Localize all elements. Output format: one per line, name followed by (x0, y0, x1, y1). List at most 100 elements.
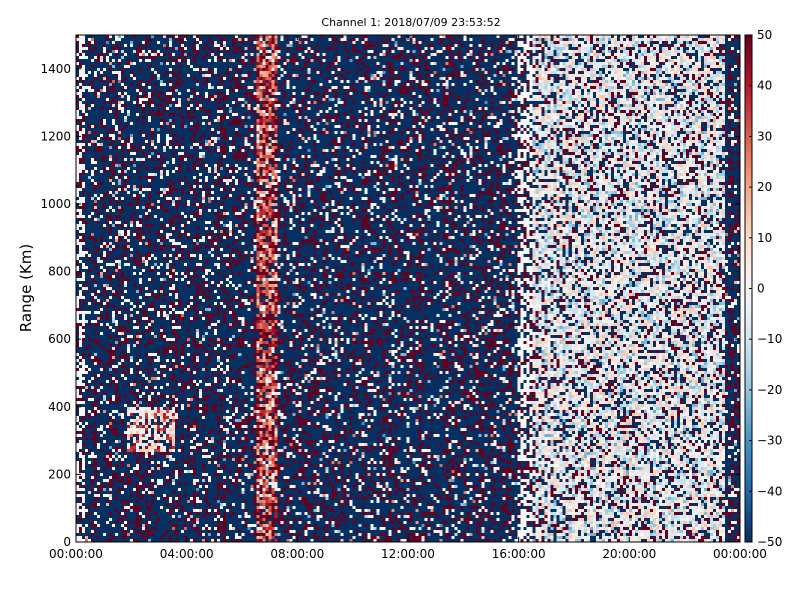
heatmap-cell (151, 221, 154, 224)
heatmap-cell (97, 248, 100, 251)
heatmap-cell (154, 455, 157, 458)
heatmap-cell (94, 128, 97, 131)
heatmap-cell (85, 512, 88, 515)
heatmap-cell (97, 92, 100, 95)
heatmap-cell (130, 215, 133, 218)
heatmap-cell (112, 494, 115, 497)
heatmap-cell (136, 38, 139, 41)
heatmap-cell (127, 113, 130, 116)
heatmap-cell (136, 290, 139, 293)
heatmap-cell (127, 230, 130, 233)
heatmap-cell (145, 500, 148, 503)
heatmap-cell (79, 377, 82, 380)
heatmap-cell (112, 437, 115, 440)
heatmap-cell (109, 338, 112, 341)
heatmap-cell (148, 512, 151, 515)
heatmap-cell (139, 386, 142, 389)
heatmap-cell (94, 344, 97, 347)
heatmap-cell (124, 488, 127, 491)
heatmap-cell (136, 206, 139, 209)
heatmap-cell (145, 410, 148, 413)
heatmap-cell (139, 170, 142, 173)
heatmap-cell (157, 443, 160, 446)
heatmap-cell (148, 200, 151, 203)
heatmap-cell (100, 158, 103, 161)
heatmap-cell (157, 263, 160, 266)
heatmap-cell (112, 56, 115, 59)
heatmap-cell (127, 35, 130, 38)
heatmap-cell (94, 209, 97, 212)
heatmap-cell (145, 149, 148, 152)
heatmap-cell (148, 86, 151, 89)
heatmap-cell (142, 521, 145, 524)
heatmap-cell (142, 185, 145, 188)
heatmap-cell (121, 224, 124, 227)
heatmap-cell (85, 38, 88, 41)
heatmap-cell (85, 461, 88, 464)
heatmap-cell (85, 344, 88, 347)
heatmap-cell (103, 212, 106, 215)
heatmap-cell (127, 482, 130, 485)
heatmap-cell (133, 116, 136, 119)
heatmap-cell (94, 104, 97, 107)
heatmap-cell (145, 374, 148, 377)
heatmap-cell (133, 323, 136, 326)
heatmap-cell (112, 95, 115, 98)
heatmap-cell (133, 236, 136, 239)
heatmap-cell (82, 461, 85, 464)
heatmap-cell (91, 254, 94, 257)
heatmap-cell (127, 65, 130, 68)
heatmap-cell (79, 434, 82, 437)
heatmap-cell (85, 215, 88, 218)
heatmap-cell (124, 422, 127, 425)
heatmap-cell (88, 437, 91, 440)
heatmap-cell (121, 404, 124, 407)
heatmap-cell (121, 131, 124, 134)
heatmap-cell (115, 245, 118, 248)
heatmap-cell (112, 230, 115, 233)
heatmap-cell (82, 506, 85, 509)
heatmap-cell (76, 80, 79, 83)
heatmap-cell (85, 206, 88, 209)
heatmap-cell (154, 242, 157, 245)
heatmap-cell (142, 371, 145, 374)
heatmap-cell (145, 41, 148, 44)
heatmap-cell (127, 431, 130, 434)
heatmap-cell (133, 455, 136, 458)
heatmap-cell (127, 419, 130, 422)
heatmap-cell (145, 281, 148, 284)
heatmap-cell (112, 386, 115, 389)
heatmap-cell (82, 347, 85, 350)
heatmap-cell (85, 455, 88, 458)
heatmap-cell (79, 407, 82, 410)
heatmap-cell (157, 521, 160, 524)
heatmap-cell (106, 458, 109, 461)
heatmap-cell (157, 176, 160, 179)
heatmap-cell (103, 200, 106, 203)
heatmap-cell (148, 521, 151, 524)
heatmap-cell (94, 449, 97, 452)
heatmap-cell (103, 263, 106, 266)
heatmap-cell (106, 152, 109, 155)
heatmap-cell (148, 383, 151, 386)
heatmap-cell (82, 224, 85, 227)
heatmap-cell (109, 275, 112, 278)
heatmap-cell (112, 50, 115, 53)
heatmap-cell (145, 302, 148, 305)
heatmap-cell (127, 452, 130, 455)
heatmap-cell (127, 131, 130, 134)
heatmap-cell (139, 356, 142, 359)
heatmap-cell (136, 215, 139, 218)
heatmap-cell (121, 320, 124, 323)
heatmap-cell (82, 380, 85, 383)
heatmap-cell (112, 410, 115, 413)
heatmap-cell (97, 173, 100, 176)
heatmap-cell (91, 458, 94, 461)
heatmap-cell (94, 50, 97, 53)
heatmap-cell (142, 296, 145, 299)
heatmap-cell (88, 74, 91, 77)
heatmap-cell (151, 344, 154, 347)
heatmap-cell (148, 416, 151, 419)
heatmap-cell (154, 380, 157, 383)
heatmap-cell (154, 485, 157, 488)
